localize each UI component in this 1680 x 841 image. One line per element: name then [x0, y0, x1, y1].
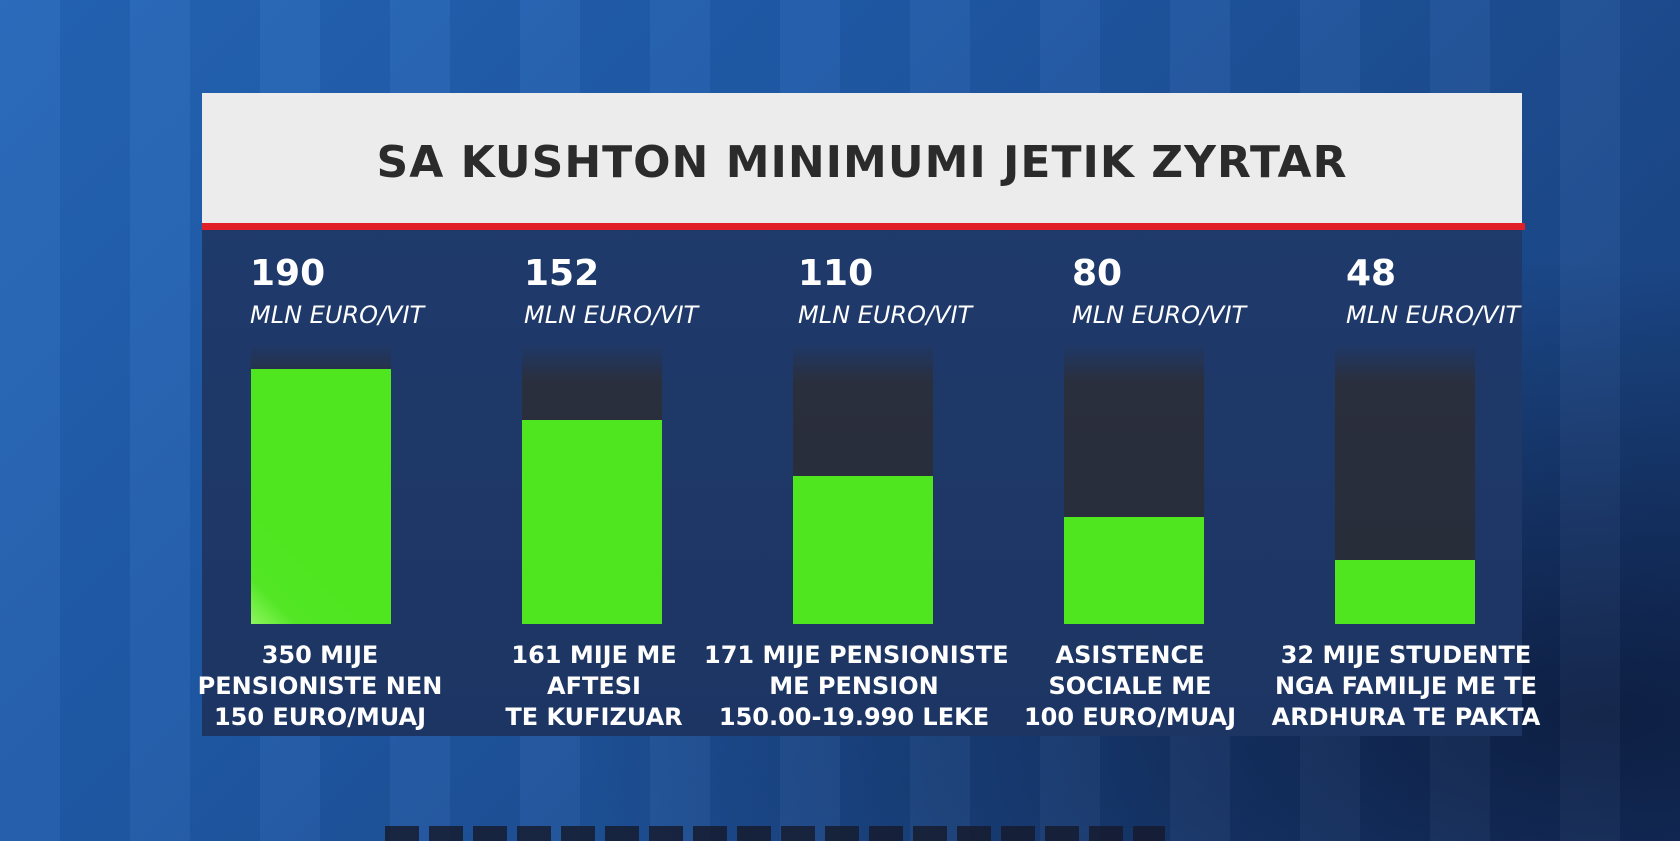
category-label: 171 MIJE PENSIONISTE ME PENSION 150.00-19.… [704, 640, 1009, 733]
bar-track [793, 343, 933, 624]
category-label: 161 MIJE ME AFTESI TE KUFIZUAR [444, 640, 744, 733]
bar-value-label: 110 [798, 253, 874, 294]
chart-panel: SA KUSHTON MINIMUMI JETIK ZYRTAR 190 MLN … [198, 93, 1540, 736]
category-label-line: ARDHURA TE PAKTA [1271, 703, 1541, 731]
bar [1064, 517, 1204, 624]
category-label: ASISTENCE SOCIALE ME 100 EURO/MUAJ [980, 640, 1280, 733]
header-accent-line [202, 223, 1525, 230]
bar [251, 369, 391, 624]
bar-value-label: 190 [250, 253, 326, 294]
category-label-line: 161 MIJE ME [511, 641, 677, 669]
bar [793, 476, 933, 624]
bar [1335, 560, 1475, 624]
bar-value-label: 48 [1346, 253, 1397, 294]
category-label: 350 MIJE PENSIONISTE NEN 150 EURO/MUAJ [170, 640, 470, 733]
category-label-line: ME PENSION [769, 672, 939, 700]
bar-track [251, 343, 391, 624]
footer-ghost-text [385, 826, 1165, 841]
category-label-line: 150.00-19.990 LEKE [718, 703, 990, 731]
category-label-line: TE KUFIZUAR [505, 703, 683, 731]
category-label-line: AFTESI [547, 672, 641, 700]
category-label: 32 MIJE STUDENTE NGA FAMILJE ME TE ARDHURA… [1256, 640, 1556, 733]
chart-title: SA KUSHTON MINIMUMI JETIK ZYRTAR [376, 136, 1348, 188]
bar-value-label: 152 [524, 253, 600, 294]
category-label-line: SOCIALE ME [1048, 672, 1212, 700]
category-label-line: ASISTENCE [1055, 641, 1205, 669]
bar-track [1064, 343, 1204, 624]
category-label-line: 171 MIJE PENSIONISTE [704, 641, 1009, 669]
category-label-line: 350 MIJE [261, 641, 379, 669]
bar [522, 420, 662, 624]
chart-header: SA KUSHTON MINIMUMI JETIK ZYRTAR [202, 93, 1522, 223]
category-label-line: 150 EURO/MUAJ [213, 703, 427, 731]
bar-track [1335, 343, 1475, 624]
bar-unit-label: MLN EURO/VIT [798, 301, 973, 329]
category-label-line: 32 MIJE STUDENTE [1280, 641, 1532, 669]
bar-unit-label: MLN EURO/VIT [1072, 301, 1247, 329]
category-label-line: NGA FAMILJE ME TE [1274, 672, 1538, 700]
category-label-line: PENSIONISTE NEN [197, 672, 443, 700]
bar-unit-label: MLN EURO/VIT [524, 301, 699, 329]
bar-value-label: 80 [1072, 253, 1123, 294]
bar-unit-label: MLN EURO/VIT [250, 301, 425, 329]
bar-track [522, 343, 662, 624]
bar-unit-label: MLN EURO/VIT [1346, 301, 1521, 329]
category-label-line: 100 EURO/MUAJ [1023, 703, 1237, 731]
